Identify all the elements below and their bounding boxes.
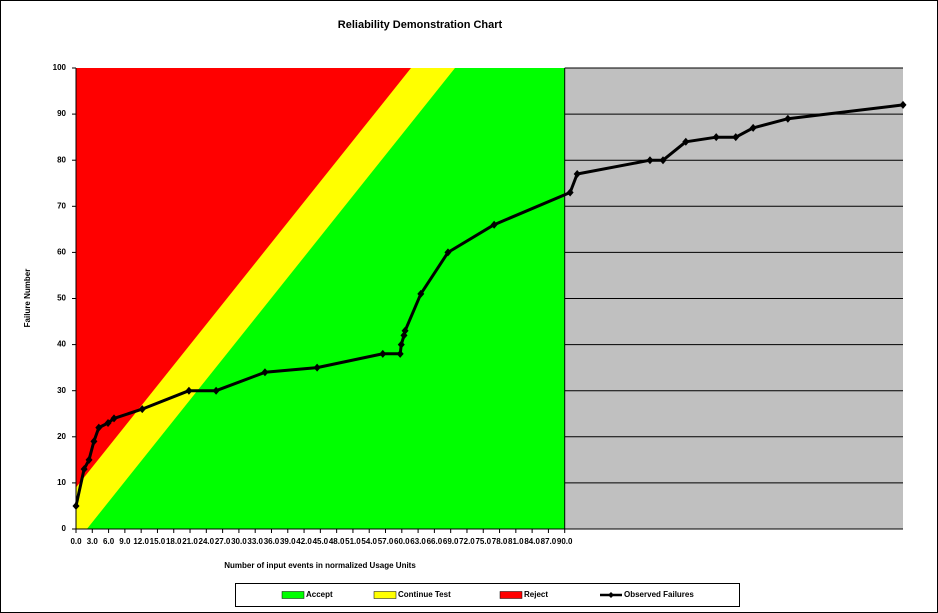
observed-marker (95, 423, 103, 432)
observed-marker (110, 414, 118, 423)
y-tick-label: 80 (57, 155, 66, 164)
y-tick-label: 20 (57, 432, 66, 441)
observed-marker (185, 386, 193, 395)
observed-marker (417, 289, 425, 298)
observed-marker (104, 418, 112, 427)
legend-swatch (373, 591, 397, 599)
x-axis-label: Number of input events in normalized Usa… (224, 561, 416, 570)
x-tick-label: 60.0 (394, 537, 410, 546)
chart-title: Reliability Demonstration Chart (338, 19, 503, 31)
x-tick-label: 69.0 (443, 537, 459, 546)
legend-swatch (499, 591, 523, 599)
x-tick-label: 54.0 (361, 537, 377, 546)
x-tick-label: 78.0 (492, 537, 508, 546)
y-tick-label: 10 (57, 478, 66, 487)
observed-marker (396, 349, 404, 358)
x-tick-label: 30.0 (231, 537, 247, 546)
x-tick-label: 9.0 (119, 537, 131, 546)
observed-marker (732, 133, 740, 142)
observed-marker (646, 156, 654, 165)
y-axis-label: Failure Number (23, 269, 32, 328)
legend (235, 583, 740, 607)
x-tick-label: 51.0 (345, 537, 361, 546)
observed-marker (899, 100, 907, 109)
observed-marker (80, 465, 88, 474)
x-tick-label: 87.0 (541, 537, 557, 546)
legend-swatch (281, 591, 305, 599)
y-tick-label: 60 (57, 248, 66, 257)
x-tick-label: 42.0 (296, 537, 312, 546)
y-tick-label: 30 (57, 386, 66, 395)
legend-label: Reject (524, 590, 548, 599)
x-tick-label: 48.0 (329, 537, 345, 546)
x-tick-label: 90.0 (557, 537, 573, 546)
accept-region (86, 68, 565, 529)
x-tick-label: 84.0 (524, 537, 540, 546)
y-tick-label: 40 (57, 340, 66, 349)
legend-label: Continue Test (398, 590, 451, 599)
y-tick-label: 0 (62, 524, 67, 533)
observed-marker (490, 220, 498, 229)
legend-label: Observed Failures (624, 590, 694, 599)
observed-marker (379, 349, 387, 358)
x-tick-label: 33.0 (247, 537, 263, 546)
observed-marker (90, 437, 98, 446)
x-tick-label: 57.0 (378, 537, 394, 546)
observed-marker (566, 188, 574, 197)
y-tick-label: 70 (57, 201, 66, 210)
observed-marker (444, 248, 452, 257)
observed-marker (138, 405, 146, 414)
x-tick-label: 66.0 (427, 537, 443, 546)
x-tick-label: 36.0 (264, 537, 280, 546)
observed-marker (212, 386, 220, 395)
observed-marker (313, 363, 321, 372)
observed-marker (397, 340, 405, 349)
y-tick-label: 50 (57, 294, 66, 303)
observed-marker (573, 170, 581, 179)
observed-marker (261, 368, 269, 377)
x-tick-label: 63.0 (410, 537, 426, 546)
x-tick-label: 24.0 (199, 537, 215, 546)
x-tick-label: 45.0 (313, 537, 329, 546)
x-tick-label: 39.0 (280, 537, 296, 546)
observed-marker (749, 123, 757, 132)
observed-marker (659, 156, 667, 165)
y-tick-label: 100 (53, 63, 67, 72)
x-tick-label: 81.0 (508, 537, 524, 546)
observed-marker (85, 455, 93, 464)
x-tick-label: 6.0 (103, 537, 115, 546)
observed-marker (72, 501, 80, 510)
x-tick-label: 21.0 (182, 537, 198, 546)
reject-region (76, 68, 411, 488)
legend-label: Accept (306, 590, 333, 599)
x-tick-label: 72.0 (459, 537, 475, 546)
x-tick-label: 0.0 (70, 537, 82, 546)
x-tick-label: 12.0 (133, 537, 149, 546)
x-tick-label: 18.0 (166, 537, 182, 546)
observed-marker (712, 133, 720, 142)
y-tick-label: 90 (57, 109, 66, 118)
observed-marker (682, 137, 690, 146)
x-tick-label: 27.0 (215, 537, 231, 546)
observed-marker (784, 114, 792, 123)
x-tick-label: 3.0 (87, 537, 99, 546)
x-tick-label: 15.0 (150, 537, 166, 546)
legend-swatch (608, 592, 614, 598)
x-tick-label: 75.0 (475, 537, 491, 546)
observed-marker (401, 326, 409, 335)
